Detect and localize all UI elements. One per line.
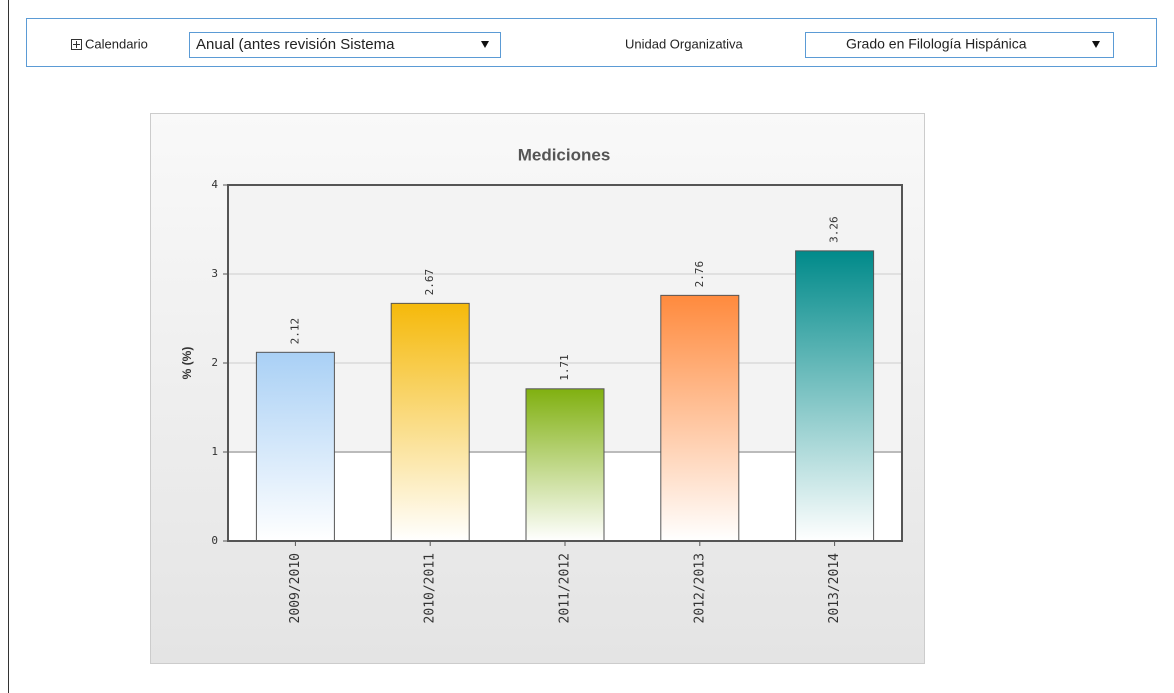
value-label: 3.26 (828, 216, 841, 243)
bar (660, 294, 740, 542)
x-tick-label: 2010/2011 (423, 553, 438, 623)
x-tick-label: 2013/2014 (827, 553, 842, 624)
value-label: 2.12 (288, 318, 301, 345)
plot-border (227, 184, 903, 542)
value-label: 1.71 (558, 354, 571, 381)
calendar-label: Calendario (85, 36, 148, 51)
expand-icon[interactable] (71, 39, 82, 50)
dropdown-arrow[interactable] (1092, 41, 1100, 48)
x-tick-label: 2011/2012 (558, 553, 573, 623)
unit-value[interactable]: Grado en Filología Hispánica (846, 36, 1027, 52)
y-tick-label: 1 (211, 445, 218, 458)
y-tick-label: 3 (211, 267, 218, 280)
unit-select[interactable] (805, 32, 1114, 58)
y-tick-label: 0 (211, 534, 218, 547)
value-label: 2.76 (693, 261, 706, 288)
calendar-value[interactable]: Anual (antes revisión Sistema (196, 36, 395, 53)
y-axis-label: % (%) (180, 347, 194, 380)
y-tick-label: 4 (211, 178, 218, 191)
value-label: 2.67 (423, 269, 436, 296)
bar (255, 351, 335, 542)
chart-title: Mediciones (518, 145, 611, 164)
unit-label: Unidad Organizativa (625, 36, 744, 51)
dropdown-arrow[interactable] (481, 41, 489, 48)
bar (390, 302, 470, 542)
y-tick-label: 2 (211, 356, 218, 369)
x-tick-label: 2009/2010 (288, 553, 303, 623)
calendar-select[interactable] (189, 32, 501, 58)
bar (525, 388, 605, 542)
x-tick-label: 2012/2013 (692, 553, 707, 623)
bar (795, 250, 875, 542)
